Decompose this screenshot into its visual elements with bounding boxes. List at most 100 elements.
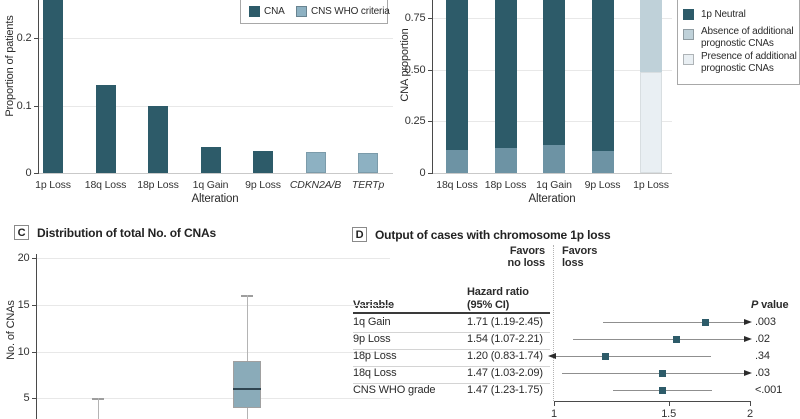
panel-b-y-axis-line [431,0,433,174]
table-variable-cns-who-grade: CNS WHO grade [353,384,436,396]
panel-c-y-tick [31,258,36,259]
panel-c-gridline [35,304,390,306]
table-variable-18q-loss: 18q Loss [353,367,397,379]
bar-9p-loss [253,150,273,173]
panel-a-gridline [37,105,393,107]
panel-a-x-tick-label-18p-loss: 18p Loss [137,179,179,191]
table-variable-18p-loss: 18p Loss [353,350,397,362]
panel-c-gridline [35,258,390,259]
table-variable-1q-gain: 1q Gain [353,316,391,328]
table-row-separator [353,348,550,350]
panel-c-y-tick-label: 5 [23,392,30,405]
panel-b-x-axis-label: Alteration [528,193,576,205]
panel-a-y-tick [33,173,38,174]
forest-axis-tick-label: 1 [551,408,557,419]
panel-b-x-tick-label-1q-gain: 1q Gain [536,179,572,191]
panel-c-header: C Distribution of total No. of CNAs [14,225,216,240]
panel-a-x-axis-line [33,173,393,174]
column-header-hazard-ratio: Hazard ratio (95% CI) [467,286,529,311]
boxplot-1-upper-whisker-line [246,295,248,361]
stacked-bar-1p-loss-segment-1 [640,0,662,72]
panel-a-y-tick-label: 0.2 [16,32,32,44]
legend-label-presence-cnas: Presence of additional prognostic CNAs [701,51,797,74]
legend-swatch-presence-cnas [683,54,694,65]
stacked-bar-1q-gain-segment-0 [543,145,565,173]
forest-axis-tick [750,401,751,406]
legend-label-cns-who-criteria: CNS WHO criteria [311,6,390,17]
panel-c-y-tick [31,304,36,306]
legend-swatch-cns-who-criteria [296,6,307,17]
panel-a-y-axis-line [37,0,39,174]
forest-axis-tick-label: 2 [747,408,753,419]
panel-a-x-tick-label-9p-loss: 9p Loss [245,179,281,191]
table-hr-ci-18p-loss: 1.20 (0.83-1.74) [467,350,543,362]
table-p-value-18q-loss: .03 [755,367,770,379]
stacked-bar-18q-loss-segment-0 [446,150,468,173]
legend-swatch-absence-cnas [683,29,694,40]
panel-b-x-axis-line [427,173,672,174]
stacked-bar-18p-loss-segment-1 [494,0,517,149]
panel-b-x-tick-label-1p-loss: 1p Loss [633,179,669,191]
panel-a-x-axis-label: Alteration [191,193,239,205]
bar-cdkn2a-b [305,152,326,173]
panel-c-y-tick-label: 10 [17,345,30,358]
stacked-bar-1p-loss-segment-0 [640,71,662,173]
ci-line-9p-loss [573,338,746,340]
panel-a-x-tick-label-1p-loss: 1p Loss [35,179,71,191]
legend-label-absence-cnas: Absence of additional prognostic CNAs [701,26,794,49]
panel-a-y-tick-label: 0.1 [16,99,32,112]
table-row-separator [353,365,550,367]
table-hr-ci-cns-who-grade: 1.47 (1.23-1.75) [467,384,543,396]
favors-no-loss-label: Favors no loss [507,245,546,269]
panel-c-title: Distribution of total No. of CNAs [37,225,217,240]
boxplot-1-box [233,360,261,408]
legend-label-cna: CNA [264,6,285,17]
panel-b-y-tick [427,121,432,123]
bar-1q-gain [200,147,221,173]
boxplot-0-whisker-line [97,398,99,419]
stacked-bar-18q-loss-segment-1 [446,0,468,151]
forest-marker-1q-gain [702,318,710,326]
panel-c-y-tick-label: 15 [17,298,30,311]
favors-loss-label: Favors loss [562,245,598,269]
panel-c-y-tick [31,351,36,353]
panel-b-y-tick-label: 0.25 [404,115,426,128]
boxplot-1-median-line [233,388,261,391]
ci-line-18q-loss [562,372,746,374]
ci-arrow-right-1q-gain [744,318,752,325]
table-hr-ci-18q-loss: 1.47 (1.03-2.09) [467,367,543,379]
ci-arrow-right-18q-loss [744,369,752,376]
table-p-value-1q-gain: .003 [755,316,776,328]
panel-b-x-tick-label-18q-loss: 18q Loss [436,179,478,191]
ci-line-18p-loss [556,355,711,357]
table-variable-9p-loss: 9p Loss [353,333,391,345]
table-p-value-9p-loss: .02 [755,333,770,345]
table-row-separator [353,382,550,384]
panel-b-y-tick [427,17,432,19]
panel-c-letter: C [14,225,29,240]
panel-d-title: Output of cases with chromosome 1p loss [375,227,611,242]
panel-b-y-tick [427,69,432,71]
stacked-bar-1q-gain-segment-1 [543,0,565,146]
panel-b-x-tick-label-18p-loss: 18p Loss [484,179,527,191]
legend-swatch-cna [249,6,260,17]
table-hr-ci-9p-loss: 1.54 (1.07-2.21) [467,333,543,345]
bar-tertp [358,153,378,173]
panel-c-gridline [35,398,390,400]
favors-divider-line [553,245,554,401]
panel-c-y-axis-line [35,254,37,419]
ci-arrow-left-18p-loss [548,352,556,359]
forest-marker-18p-loss [602,352,610,360]
boxplot-1-lower-whisker-line [246,407,248,419]
panel-b-legend: 1p Neutral Absence of additional prognos… [677,0,800,85]
panel-d-letter: D [352,227,367,242]
ci-arrow-right-9p-loss [744,335,752,342]
panel-b-y-tick [427,173,432,174]
table-hr-ci-1q-gain: 1.71 (1.19-2.45) [467,316,543,328]
bar-1p-loss [43,0,63,173]
forest-marker-18q-loss [659,369,667,377]
panel-a-legend: CNA CNS WHO criteria [240,0,390,24]
panel-a-x-tick-label-18q-loss: 18q Loss [84,179,127,191]
forest-axis-tick [668,401,670,406]
panel-a-y-tick [33,105,38,107]
